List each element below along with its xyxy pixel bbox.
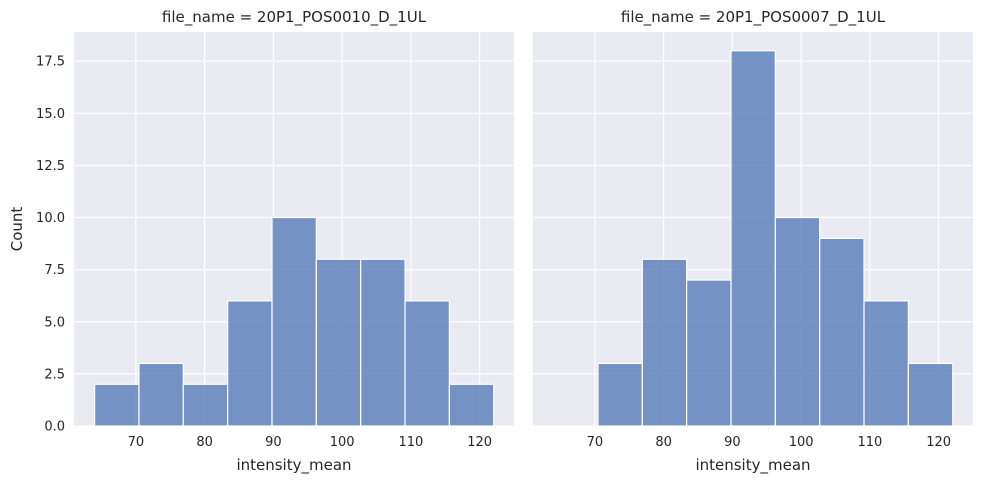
- histogram-bar: [360, 258, 406, 427]
- histogram-bar: [271, 216, 317, 427]
- x-tick-label: 110: [398, 435, 423, 450]
- y-tick-label: 0.0: [44, 420, 65, 435]
- histogram-bar: [686, 279, 732, 427]
- y-tick-label: 7.5: [44, 263, 65, 278]
- histogram-bar: [597, 362, 643, 427]
- y-tick-label: 10.0: [36, 211, 65, 226]
- y-tick-label: 5.0: [44, 315, 65, 330]
- histogram-bar: [448, 383, 495, 427]
- histogram-bar: [863, 300, 909, 427]
- x-tick-label: 100: [330, 435, 355, 450]
- panel-title: file_name = 20P1_POS0007_D_1UL: [621, 8, 886, 27]
- panel-title: file_name = 20P1_POS0010_D_1UL: [162, 8, 427, 27]
- x-tick-label: 70: [128, 435, 145, 450]
- histogram-bar: [819, 237, 865, 427]
- histogram-bar: [730, 50, 776, 427]
- histogram-bar: [404, 300, 450, 427]
- histogram-bar: [907, 362, 954, 427]
- histogram-bar: [774, 216, 821, 427]
- y-tick-label: 15.0: [36, 107, 65, 122]
- x-tick-label: 100: [789, 435, 814, 450]
- x-axis-label: intensity_mean: [236, 456, 351, 475]
- histogram-bar: [94, 383, 140, 427]
- x-tick-label: 90: [265, 435, 282, 450]
- x-tick-label: 70: [587, 435, 604, 450]
- x-tick-label: 110: [857, 435, 882, 450]
- x-tick-label: 120: [467, 435, 492, 450]
- histogram-bar: [227, 300, 273, 427]
- y-tick-label: 12.5: [36, 159, 65, 174]
- x-tick-label: 90: [724, 435, 741, 450]
- x-tick-label: 80: [196, 435, 213, 450]
- y-tick-label: 2.5: [44, 367, 65, 382]
- x-axis-label: intensity_mean: [695, 456, 810, 475]
- histogram-bar: [182, 383, 229, 427]
- y-tick-label: 17.5: [36, 55, 65, 70]
- histogram-bar: [315, 258, 362, 427]
- y-axis-label: Count: [8, 207, 26, 252]
- x-tick-label: 120: [926, 435, 951, 450]
- histogram-bar: [641, 258, 688, 427]
- histogram-bar: [138, 362, 184, 427]
- x-tick-label: 80: [655, 435, 672, 450]
